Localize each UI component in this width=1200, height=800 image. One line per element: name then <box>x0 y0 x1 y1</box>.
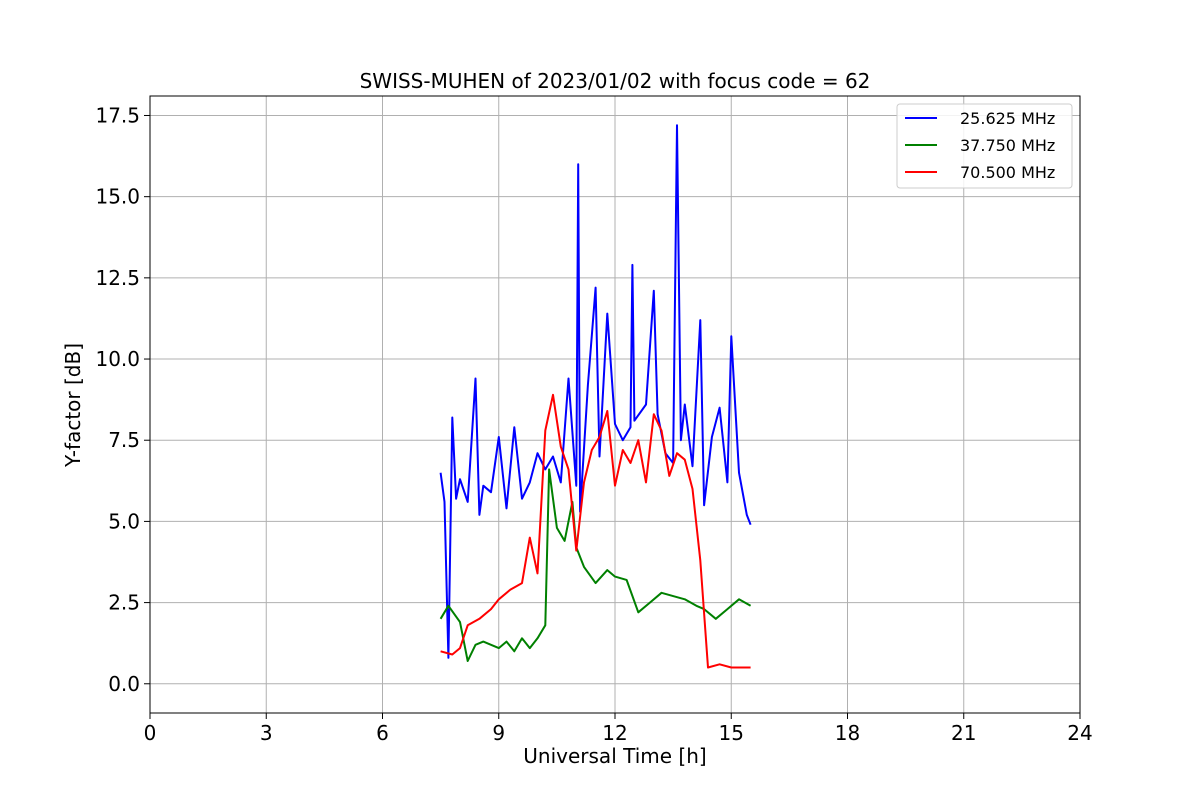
legend-entry-25625: 25.625 MHz <box>960 109 1055 128</box>
legend-entry-37750: 37.750 MHz <box>960 136 1055 155</box>
y-axis-label: Y-factor [dB] <box>61 343 85 468</box>
x-tick-label: 6 <box>376 721 389 745</box>
series-layer <box>439 124 752 669</box>
series-line-2 <box>440 393 751 669</box>
y-tick-label: 10.0 <box>95 347 140 371</box>
grid <box>149 96 1081 713</box>
legend-box <box>896 103 1073 189</box>
y-tick-label: 7.5 <box>108 428 140 452</box>
y-tick-label: 5.0 <box>108 509 140 533</box>
x-tick-label: 24 <box>1067 721 1092 745</box>
x-tick-label: 21 <box>951 721 976 745</box>
series-line-0 <box>439 124 752 659</box>
x-tick-label: 0 <box>144 721 157 745</box>
y-tick-label: 17.5 <box>95 103 140 127</box>
x-tick-label: 12 <box>602 721 627 745</box>
x-tick-label: 15 <box>719 721 744 745</box>
legend: 25.625 MHz 37.750 MHz 70.500 MHz <box>896 103 1073 189</box>
y-tick-label: 0.0 <box>108 672 140 696</box>
legend-entry-70500: 70.500 MHz <box>960 163 1055 182</box>
x-axis-label: Universal Time [h] <box>523 744 706 768</box>
x-tick-label: 9 <box>492 721 505 745</box>
x-tick-label: 3 <box>260 721 273 745</box>
x-tick-label: 18 <box>835 721 860 745</box>
y-tick-label: 12.5 <box>95 266 140 290</box>
y-tick-label: 2.5 <box>108 591 140 615</box>
chart-title: SWISS-MUHEN of 2023/01/02 with focus cod… <box>360 69 871 93</box>
x-axis: 0 3 6 9 12 15 18 21 24 <box>144 713 1093 745</box>
y-tick-label: 15.0 <box>95 185 140 209</box>
y-axis: 0.0 2.5 5.0 7.5 10.0 12.5 15.0 17.5 <box>95 103 150 696</box>
